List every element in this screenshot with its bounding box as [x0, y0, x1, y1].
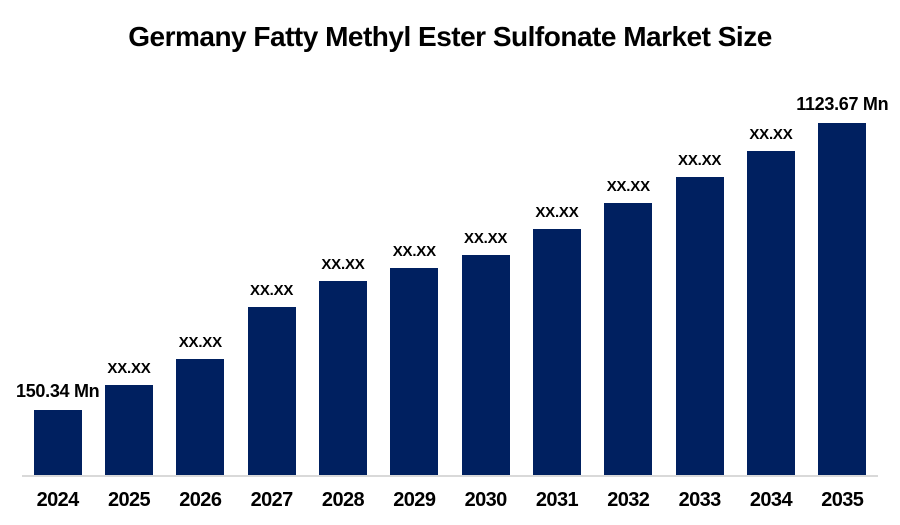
bar-2031	[532, 229, 581, 475]
bar-column-2025: XX.XX	[93, 85, 164, 475]
value-label-2033: XX.XX	[678, 151, 722, 169]
bar-2026	[176, 359, 225, 475]
bar-column-2029: XX.XX	[379, 85, 450, 475]
x-tick-label-2024: 2024	[36, 489, 80, 511]
bar-2034	[746, 151, 795, 475]
value-label-2026: XX.XX	[178, 333, 222, 351]
bar-column-2030: XX.XX	[450, 85, 521, 475]
x-tick-label-2034: 2034	[749, 489, 793, 511]
x-tick-label-2026: 2026	[179, 489, 222, 511]
bar-2032	[604, 203, 653, 475]
x-tick-label-2030: 2030	[464, 489, 508, 511]
bar-2028	[318, 281, 367, 475]
x-tick-label-2027: 2027	[250, 489, 294, 511]
bar-2027	[247, 307, 296, 475]
chart-title: Germany Fatty Methyl Ester Sulfonate Mar…	[128, 21, 772, 52]
value-label-2032: XX.XX	[606, 177, 650, 195]
x-tick-label-2029: 2029	[393, 489, 436, 511]
bar-column-2028: XX.XX	[307, 85, 378, 475]
x-tick-label-2035: 2035	[821, 489, 864, 511]
bar-2024	[33, 410, 82, 475]
bar-2035	[818, 123, 867, 475]
bars-row: 150.34 Mn XX.XX XX.XX XX.XX XX.XX XX.XX XX.XX X…	[16, 85, 889, 475]
value-label-2030: XX.XX	[464, 229, 508, 247]
value-label-2028: XX.XX	[321, 255, 365, 273]
bar-column-2026: XX.XX	[165, 85, 236, 475]
x-axis-line	[22, 475, 878, 477]
bar-2033	[675, 177, 724, 475]
bar-column-2027: XX.XX	[236, 85, 307, 475]
value-label-2027: XX.XX	[250, 281, 294, 299]
bar-2029	[390, 268, 439, 475]
bar-column-2024: 150.34 Mn	[16, 85, 100, 475]
bar-column-2033: XX.XX	[664, 85, 735, 475]
x-tick-label-2025: 2025	[107, 489, 151, 511]
bar-column-2035: 1123.67 Mn	[796, 85, 889, 475]
value-label-2029: XX.XX	[392, 242, 436, 260]
value-label-2031: XX.XX	[535, 203, 579, 221]
bar-2025	[104, 385, 153, 475]
bar-2030	[461, 255, 510, 475]
bar-column-2031: XX.XX	[521, 85, 592, 475]
plot-area: 150.34 Mn XX.XX XX.XX XX.XX XX.XX XX.XX XX.XX X…	[16, 85, 889, 510]
x-tick-label-2033: 2033	[678, 489, 722, 511]
bar-column-2032: XX.XX	[593, 85, 664, 475]
x-tick-label-2032: 2032	[607, 489, 650, 511]
value-label-2024: 150.34 Mn	[15, 381, 100, 402]
value-label-2025: XX.XX	[107, 359, 151, 377]
x-axis-labels: 2024 2025 2026 2027 2028 2029 2030 2031 2032 2033…	[22, 477, 878, 510]
value-label-2035: 1123.67 Mn	[796, 94, 889, 115]
x-tick-label-2028: 2028	[321, 489, 365, 511]
bar-column-2034: XX.XX	[735, 85, 806, 475]
x-tick-label-2031: 2031	[535, 489, 579, 511]
value-label-2034: XX.XX	[749, 125, 793, 143]
